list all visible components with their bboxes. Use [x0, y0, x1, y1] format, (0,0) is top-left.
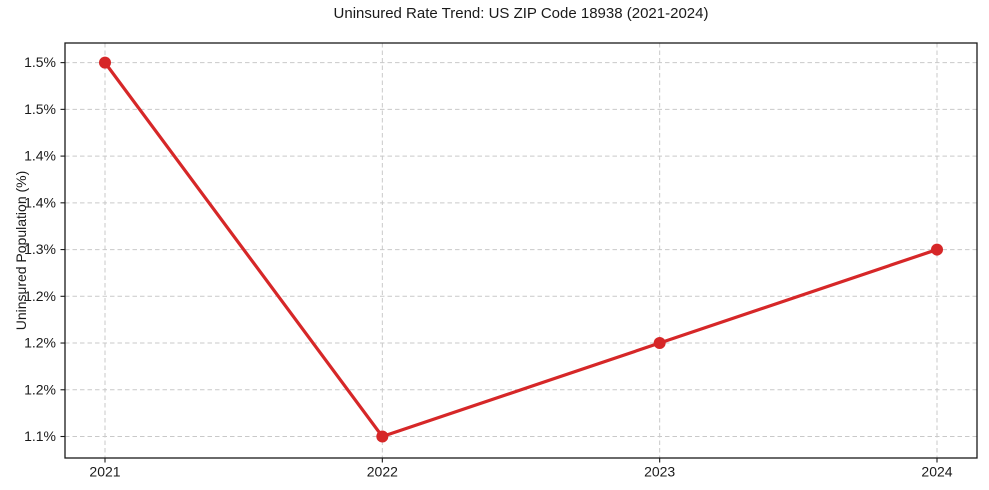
- axis-ticks: [60, 62, 938, 463]
- plot-frame: [64, 42, 978, 459]
- y-tick-label: 1.2%: [24, 335, 56, 351]
- x-tick-label: 2023: [644, 464, 675, 480]
- y-axis-label: Uninsured Population (%): [13, 171, 29, 331]
- y-tick-label: 1.2%: [24, 381, 56, 397]
- plot-border: [64, 42, 978, 459]
- chart-title: Uninsured Rate Trend: US ZIP Code 18938 …: [333, 5, 709, 22]
- y-tick-label: 1.2%: [24, 288, 56, 304]
- x-tick-label: 2024: [921, 464, 952, 480]
- data-point-2024: [931, 243, 943, 256]
- data-point-2021: [99, 56, 111, 69]
- y-tick-label: 1.4%: [24, 148, 56, 164]
- y-tick-label: 1.5%: [24, 101, 56, 117]
- trend-line: [103, 61, 938, 439]
- gridlines: [65, 43, 977, 458]
- y-tick-label: 1.5%: [24, 54, 56, 70]
- y-tick-label: 1.3%: [24, 241, 56, 257]
- data-point-2022: [376, 430, 389, 443]
- x-tick-label: 2021: [89, 464, 120, 480]
- x-tick-label: 2022: [367, 464, 398, 480]
- data-series: [99, 56, 943, 443]
- y-tick-label: 1.1%: [24, 428, 56, 444]
- data-point-2023: [653, 337, 666, 350]
- y-tick-label: 1.4%: [24, 194, 56, 210]
- tick-labels: 2021 2022 2023 2024 1.5% 1.5% 1.4% 1.4% 1.3% 1.2%…: [24, 54, 953, 479]
